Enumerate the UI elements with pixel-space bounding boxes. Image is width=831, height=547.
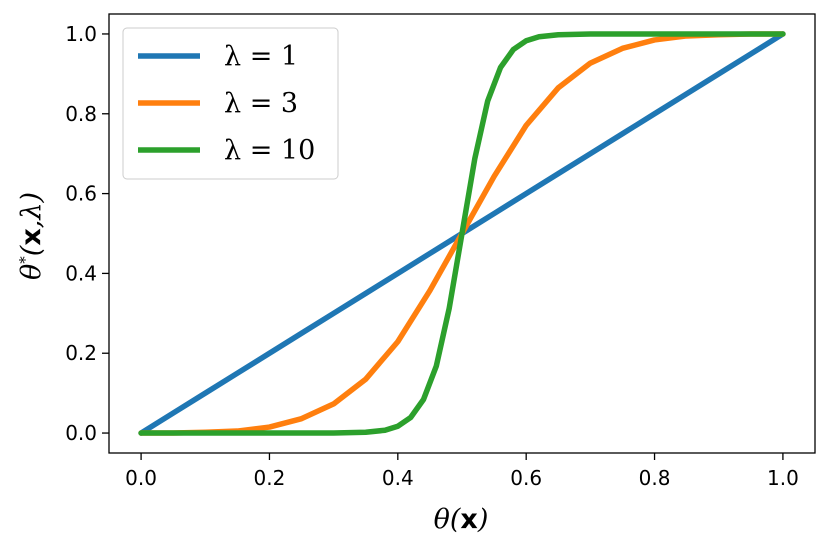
x-tick-label: 0.2 — [254, 466, 286, 490]
x-axis-label: θ(x) — [434, 504, 489, 535]
x-tick-label: 1.0 — [767, 466, 799, 490]
legend-box — [122, 27, 339, 180]
y-axis-label: θ*(x,λ) — [16, 192, 47, 280]
y-tick-label: 1.0 — [65, 22, 97, 46]
y-tick-label: 0.6 — [65, 182, 97, 206]
y-tick-label: 0.2 — [65, 341, 97, 365]
legend: λ = 1 λ = 3 λ = 10 — [122, 27, 339, 180]
legend-label: λ = 10 — [224, 135, 315, 166]
legend-label: λ = 1 — [224, 41, 298, 72]
x-tick-label: 0.8 — [639, 466, 671, 490]
x-tick-label: 0.4 — [382, 466, 414, 490]
x-tick-label: 0.6 — [510, 466, 542, 490]
x-axis-ticks: 0.0 0.2 0.4 0.6 0.8 1.0 — [125, 453, 799, 490]
y-tick-label: 0.0 — [65, 421, 97, 445]
plot-area — [138, 31, 786, 436]
plot-frame — [108, 13, 816, 454]
legend-label: λ = 3 — [224, 88, 298, 119]
y-tick-label: 0.4 — [65, 261, 97, 285]
y-axis-ticks: 0.0 0.2 0.4 0.6 0.8 1.0 — [65, 22, 109, 445]
y-tick-label: 0.8 — [65, 102, 97, 126]
x-tick-label: 0.0 — [125, 466, 157, 490]
series-line-3 — [138, 31, 786, 436]
